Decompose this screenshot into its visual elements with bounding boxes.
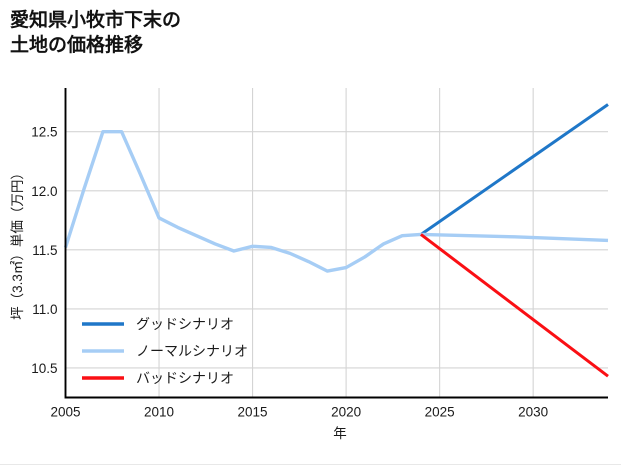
y-tick-label: 10.5 — [31, 361, 57, 376]
y-tick-label: 11.5 — [32, 243, 57, 258]
data-series-group — [63, 103, 609, 378]
legend-label: グッドシナリオ — [136, 316, 234, 332]
axis-lines — [64, 88, 608, 399]
legend-label: バッドシナリオ — [136, 370, 234, 386]
y-tick-label: 11.0 — [32, 302, 57, 317]
axis-spines — [64, 88, 608, 399]
chart-title-line-1: 愛知県小牧市下末の — [10, 10, 182, 31]
series-line-bad — [420, 233, 609, 378]
series-line-good — [420, 103, 609, 236]
x-tick-label: 2020 — [331, 405, 361, 420]
x-tick-labels: 2005 2010 2015 2020 2025 2030 — [50, 405, 548, 420]
x-tick-label: 2010 — [144, 405, 174, 420]
x-tick-label: 2030 — [518, 405, 548, 420]
x-tick-label: 2015 — [238, 405, 268, 420]
y-tick-label: 12.0 — [31, 184, 57, 199]
x-axis-label: 年 — [333, 426, 347, 441]
y-gridlines — [65, 131, 608, 369]
x-tick-label: 2025 — [425, 405, 455, 420]
legend-label: ノーマルシナリオ — [136, 343, 248, 359]
y-tick-labels: 10.5 11.0 11.5 12.0 12.5 — [31, 125, 57, 376]
y-tick-label: 12.5 — [31, 125, 57, 140]
x-tick-label: 2005 — [50, 405, 80, 420]
series-line-normal — [63, 130, 609, 273]
chart-title-line-2: 土地の価格推移 — [10, 35, 144, 57]
y-axis-label: 坪（3.3㎡）単価（万円） — [10, 166, 25, 320]
chart-title: 愛知県小牧市下末の 土地の価格推移 — [10, 8, 181, 58]
